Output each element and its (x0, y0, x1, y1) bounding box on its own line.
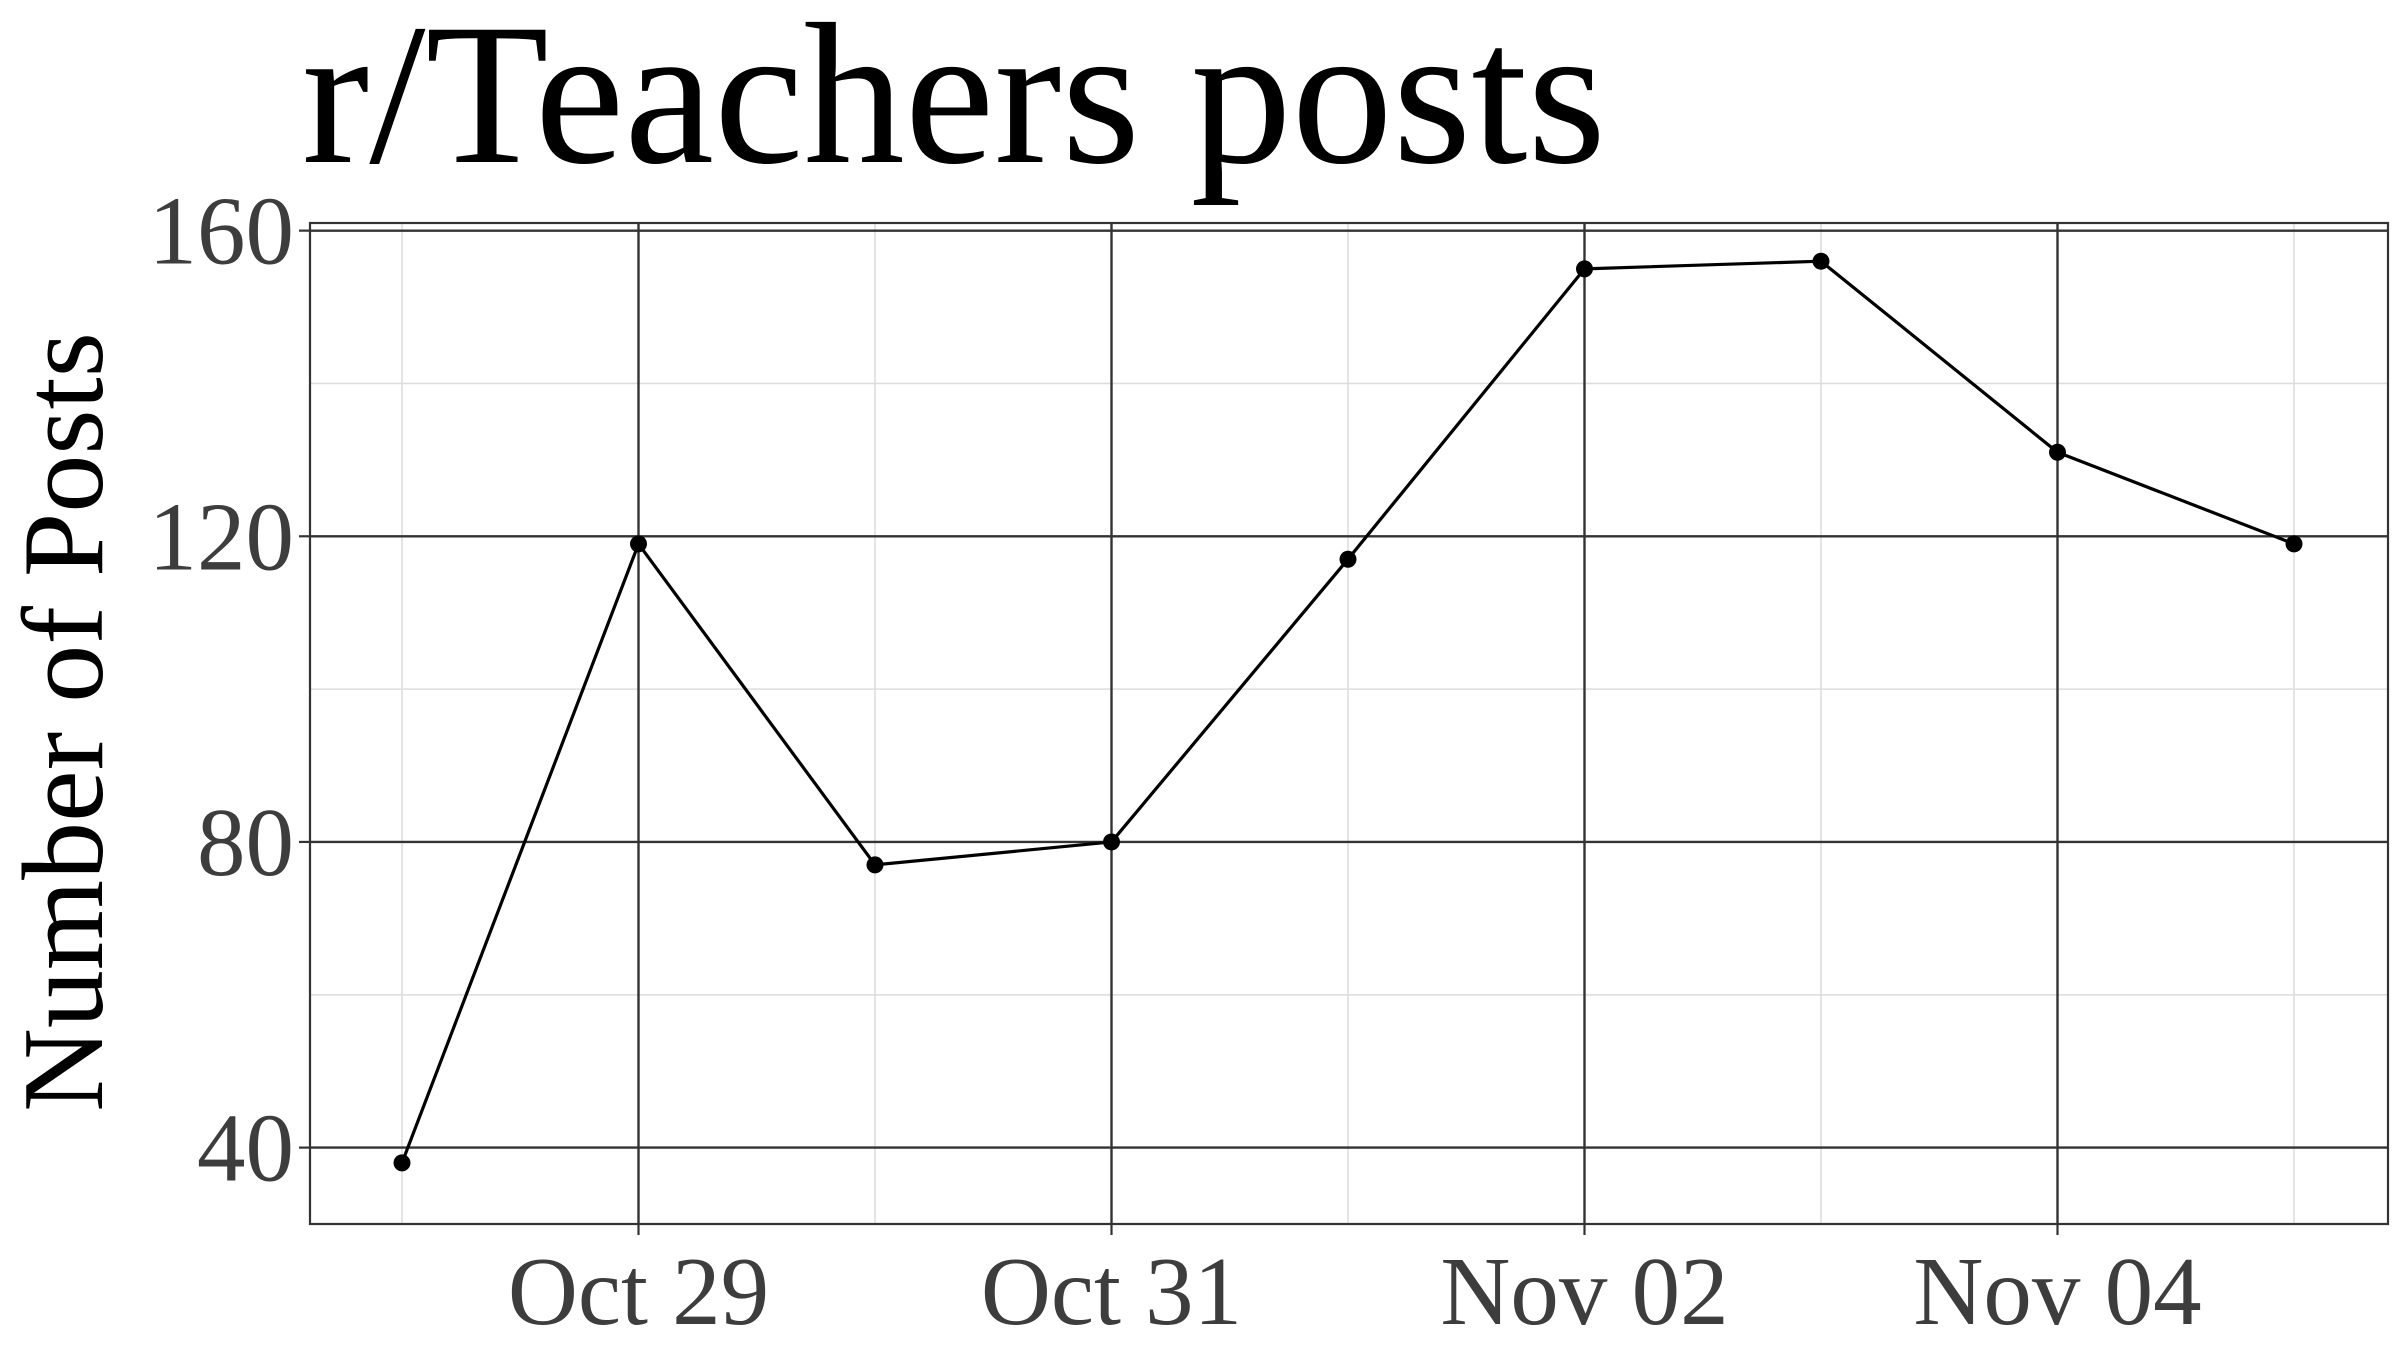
data-point (2049, 443, 2066, 461)
y-axis-label: Number of Posts (0, 332, 128, 1112)
chart-title: r/Teachers posts (302, 0, 1606, 206)
plot-panel-border (308, 221, 2390, 1226)
data-point (1812, 252, 1830, 270)
y-axis-ticks: 40 80 120 160 (149, 178, 310, 1202)
y-tick-label: 120 (149, 483, 295, 590)
data-point (866, 856, 884, 874)
data-point (1576, 260, 1593, 278)
y-tick-label: 80 (197, 789, 294, 896)
minor-gridlines (310, 223, 2388, 1224)
data-point (393, 1154, 411, 1172)
data-point (2285, 535, 2303, 553)
series-posts (393, 252, 2303, 1172)
data-point (1103, 833, 1120, 851)
y-tick-label: 160 (149, 178, 295, 285)
x-axis-ticks: Oct 29 Oct 31 Nov 02 Nov 04 (508, 1224, 2202, 1345)
x-tick-label: Oct 29 (508, 1238, 769, 1345)
x-tick-label: Nov 02 (1440, 1238, 1728, 1345)
x-tick-label: Oct 31 (981, 1238, 1242, 1345)
data-point (1339, 550, 1357, 568)
y-tick-label: 40 (197, 1095, 294, 1202)
major-gridlines (310, 223, 2388, 1224)
data-point (630, 535, 647, 553)
x-tick-label: Nov 04 (1913, 1238, 2201, 1345)
